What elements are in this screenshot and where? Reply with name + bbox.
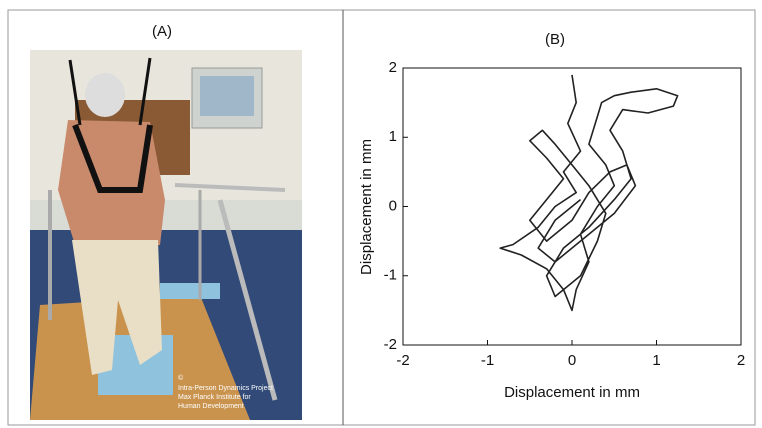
y-tick-label: -2 bbox=[384, 336, 397, 353]
x-tick-label: 0 bbox=[568, 352, 576, 369]
photo-caption: Max Planck Institute for bbox=[178, 394, 251, 401]
x-tick-label: -2 bbox=[396, 352, 409, 369]
trace-line bbox=[499, 74, 679, 312]
panel-label: (A) bbox=[152, 23, 172, 40]
y-tick-label: 1 bbox=[389, 128, 397, 145]
photo: © Intra-Person Dynamics Project Max Plan… bbox=[30, 50, 302, 420]
y-axis-label: Displacement in mm bbox=[358, 139, 375, 275]
x-axis-label: Displacement in mm bbox=[504, 384, 640, 401]
photo-caption: © bbox=[178, 374, 184, 382]
photo-caption: Intra-Person Dynamics Project bbox=[178, 385, 273, 392]
x-tick-label: -1 bbox=[481, 352, 494, 369]
x-tick-label: 1 bbox=[652, 352, 660, 369]
y-tick-label: 2 bbox=[389, 59, 397, 76]
x-tick-label: 2 bbox=[737, 352, 745, 369]
chart-title: (B) bbox=[545, 31, 565, 48]
y-tick-label: -1 bbox=[384, 267, 397, 284]
photo-caption: Human Development bbox=[178, 403, 244, 410]
frame bbox=[7, 9, 756, 426]
y-tick-label: 0 bbox=[389, 197, 397, 214]
